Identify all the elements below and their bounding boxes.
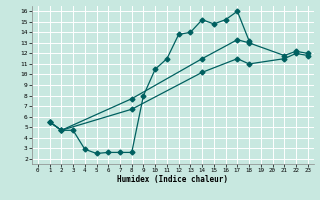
X-axis label: Humidex (Indice chaleur): Humidex (Indice chaleur) <box>117 175 228 184</box>
